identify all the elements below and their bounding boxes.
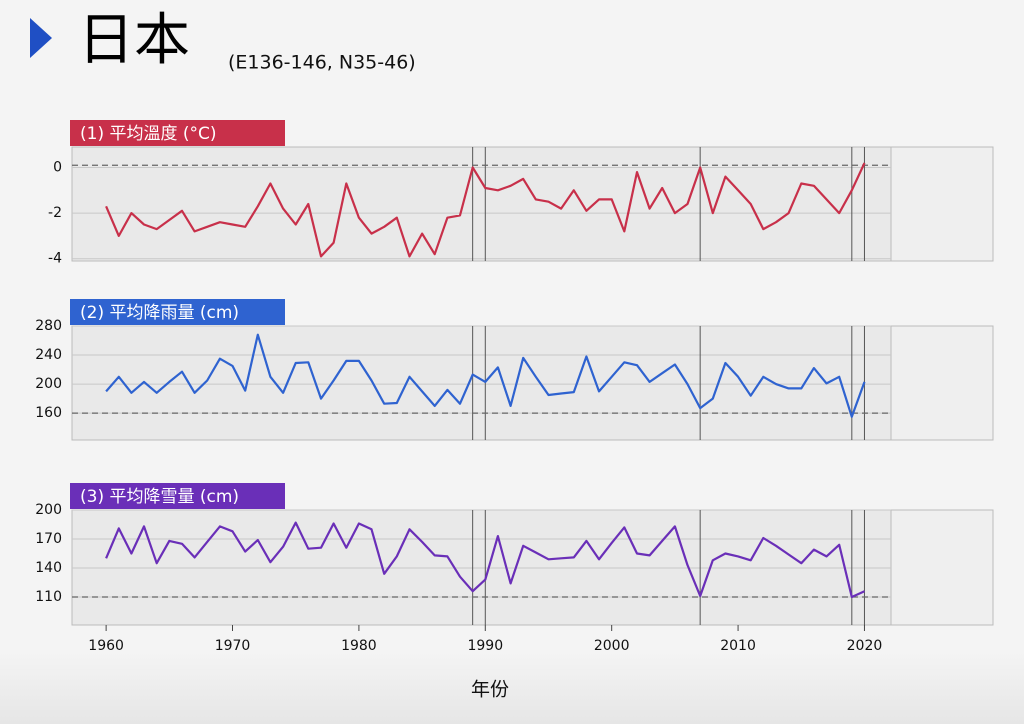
x-tick-label: 1980 <box>341 638 377 654</box>
y-tick-label: 200 <box>35 502 62 518</box>
y-tick-label: 170 <box>35 531 62 547</box>
icon-box <box>890 509 994 626</box>
y-tick-label: 0 <box>53 160 62 176</box>
x-tick-label: 1960 <box>88 638 124 654</box>
plot-area <box>71 146 892 262</box>
x-tick-label: 1970 <box>215 638 251 654</box>
plot-area <box>71 325 892 441</box>
title-marker <box>30 18 52 58</box>
x-tick-label: 2000 <box>594 638 630 654</box>
x-axis-label: 年份 <box>471 679 509 701</box>
x-tick-label: 2010 <box>720 638 756 654</box>
panel-tab <box>70 120 285 146</box>
y-tick-label: 200 <box>35 376 62 392</box>
panel-title: (1) 平均溫度 (°C) <box>80 124 217 144</box>
panel-tab <box>70 299 285 325</box>
panel-title: (2) 平均降雨量 (cm) <box>80 303 239 323</box>
y-tick-label: 110 <box>35 589 62 605</box>
data-line <box>105 162 866 258</box>
y-tick-label: 280 <box>35 318 62 334</box>
y-tick-label: 240 <box>35 347 62 363</box>
x-tick-label: 1990 <box>467 638 503 654</box>
y-tick-label: -2 <box>48 205 62 221</box>
panel-title: (3) 平均降雪量 (cm) <box>80 487 239 507</box>
chart-title: 日本 <box>78 8 190 73</box>
panel-tab <box>70 483 285 509</box>
y-tick-label: 140 <box>35 560 62 576</box>
data-line <box>105 333 866 418</box>
x-tick-label: 2020 <box>847 638 883 654</box>
data-line <box>105 521 865 599</box>
icon-box <box>890 146 994 262</box>
y-tick-label: 160 <box>35 405 62 421</box>
subtitle: (E136-146, N35-46) <box>228 52 416 74</box>
y-tick-label: -4 <box>48 251 62 267</box>
icon-box <box>890 325 994 441</box>
